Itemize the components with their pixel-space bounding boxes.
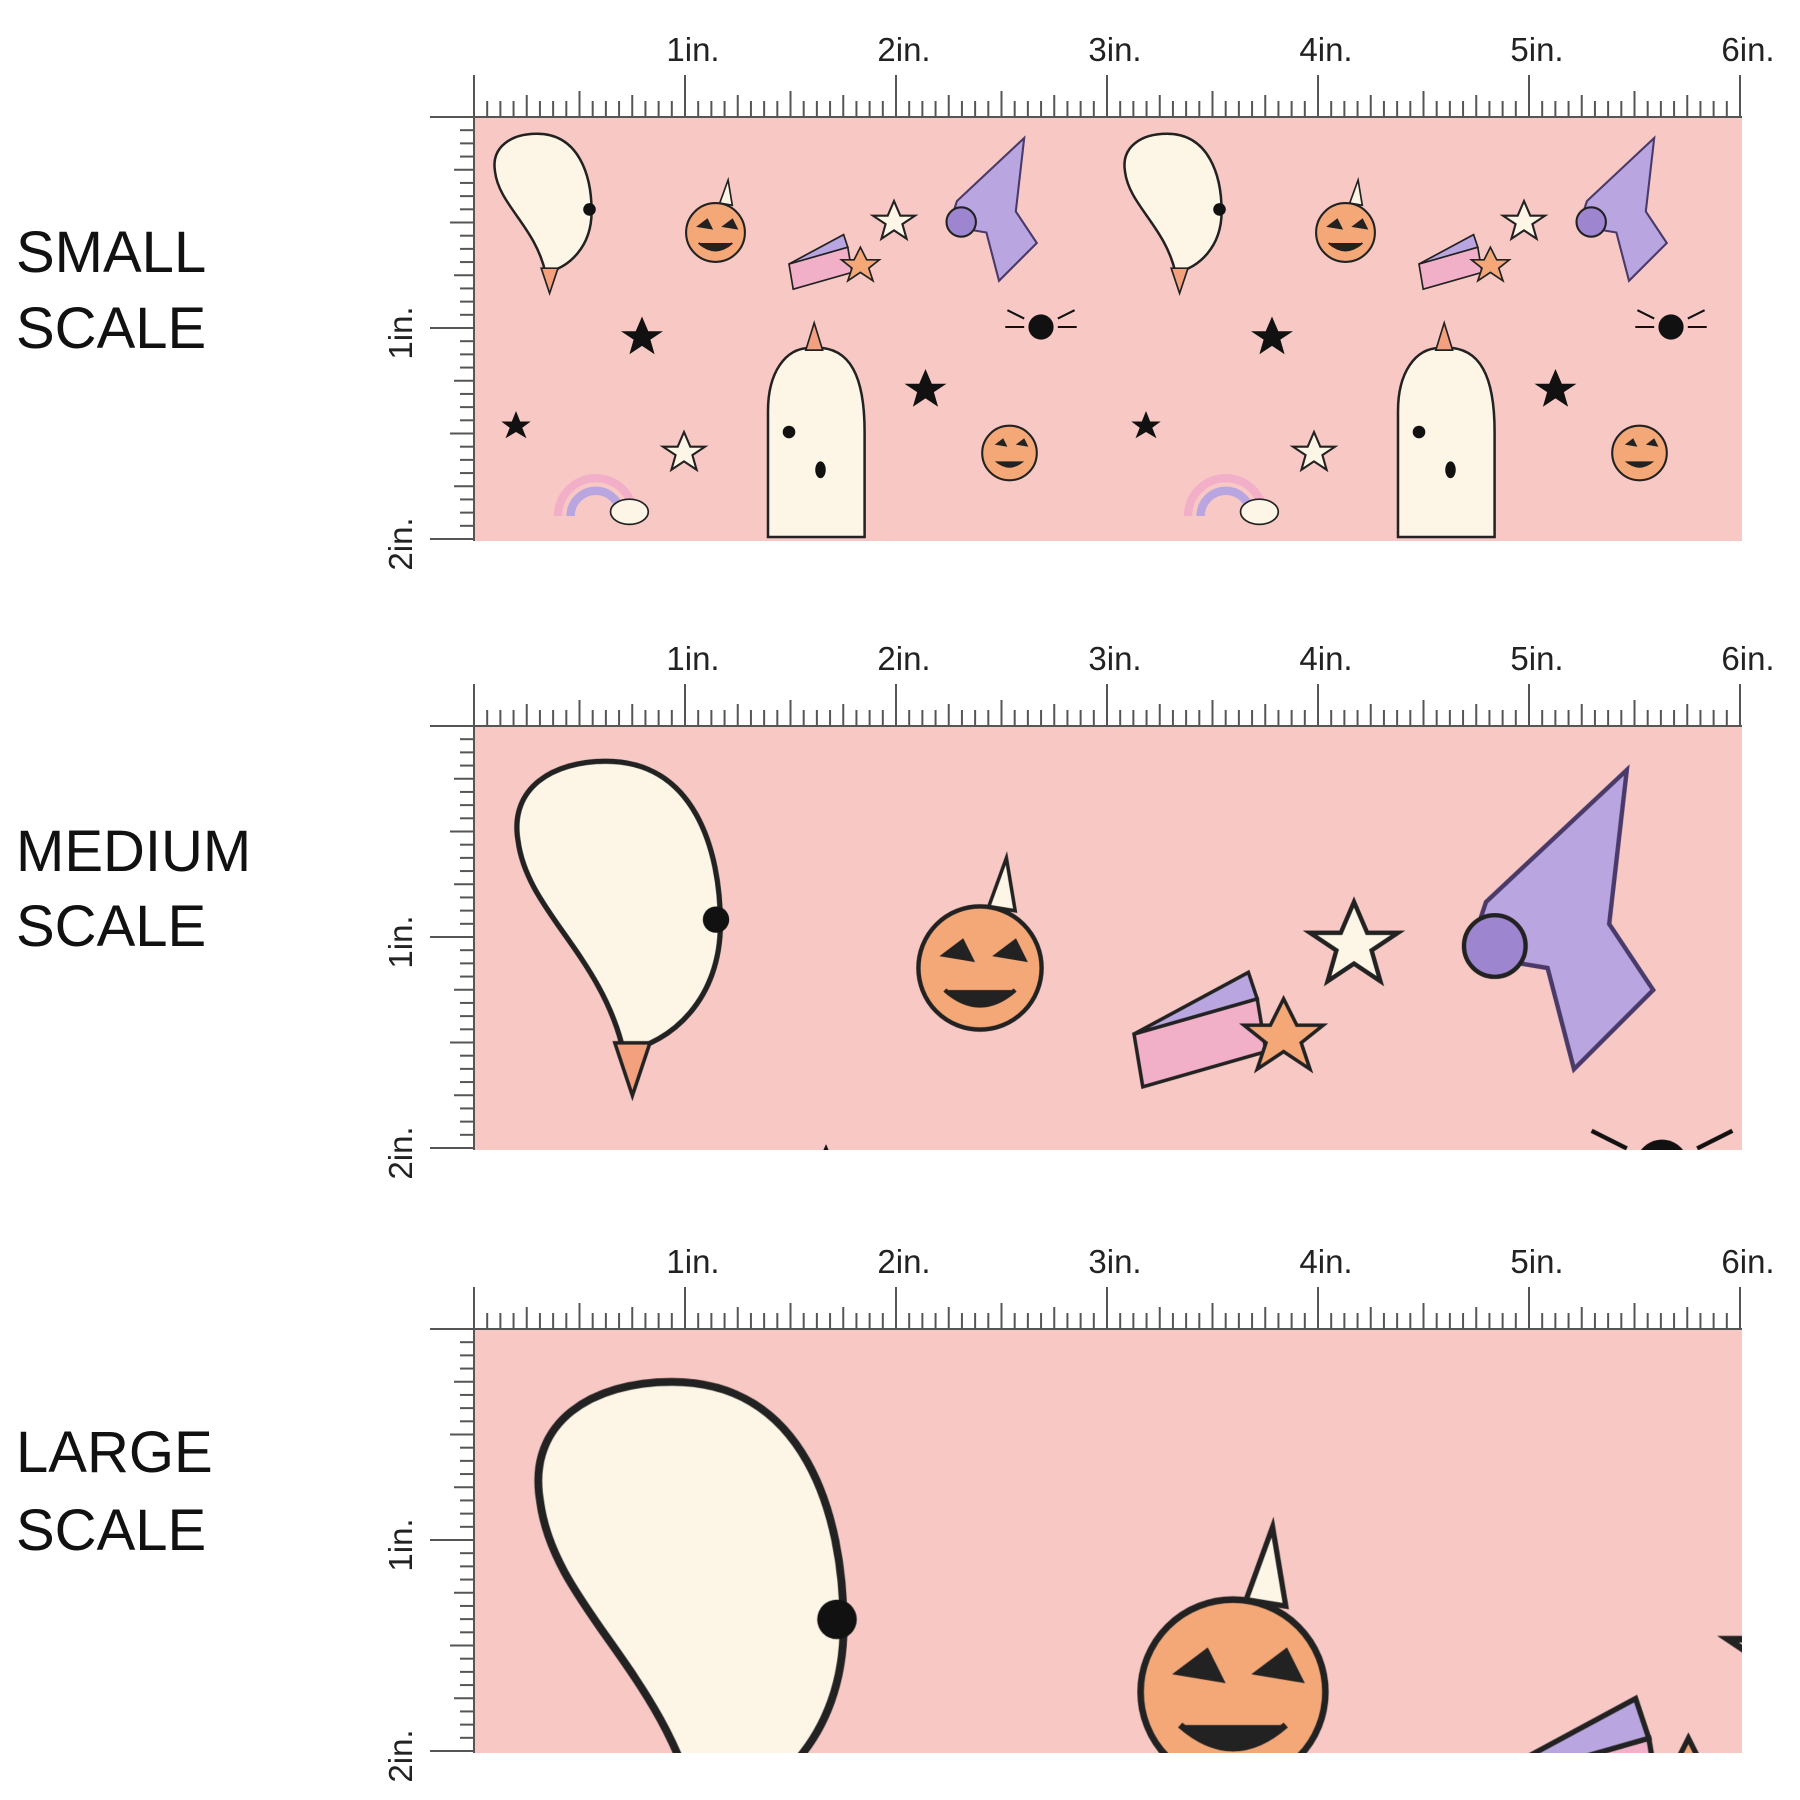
ruler-label: 1in.: [666, 31, 719, 68]
ruler-label: 2in.: [382, 517, 419, 570]
ruler-label: 2in.: [382, 1126, 419, 1179]
ruler-label: 2in.: [382, 1729, 419, 1782]
scale-label: SCALE: [16, 1498, 206, 1563]
ruler-label: 5in.: [1510, 31, 1563, 68]
fabric-swatch: [474, 726, 1742, 1150]
ruler-label: 4in.: [1299, 640, 1352, 677]
ruler-label: 1in.: [666, 1243, 719, 1280]
ruler-label: 1in.: [382, 306, 419, 359]
ruler-label: 4in.: [1299, 1243, 1352, 1280]
ruler-label: 1in.: [666, 640, 719, 677]
ruler-label: 5in.: [1510, 1243, 1563, 1280]
fabric-swatch: [474, 1329, 1742, 1753]
ruler-label: 3in.: [1088, 640, 1141, 677]
ruler-label: 1in.: [382, 1518, 419, 1571]
ruler-label: 4in.: [1299, 31, 1352, 68]
scale-label: SCALE: [16, 296, 206, 361]
ruler-label: 1in.: [382, 915, 419, 968]
ruler-label: 6in.: [1721, 640, 1774, 677]
ruler-label: 2in.: [877, 1243, 930, 1280]
ruler-label: 3in.: [1088, 1243, 1141, 1280]
ruler-label: 3in.: [1088, 31, 1141, 68]
ruler-label: 2in.: [877, 31, 930, 68]
scale-label: SMALL: [16, 220, 206, 285]
ruler-label: 2in.: [877, 640, 930, 677]
scale-label: MEDIUM: [16, 819, 251, 884]
scale-label: SCALE: [16, 894, 206, 959]
fabric-swatch: [474, 117, 1742, 541]
ruler-label: 6in.: [1721, 1243, 1774, 1280]
ruler-label: 5in.: [1510, 640, 1563, 677]
scale-label: LARGE: [16, 1420, 213, 1485]
ruler-label: 6in.: [1721, 31, 1774, 68]
